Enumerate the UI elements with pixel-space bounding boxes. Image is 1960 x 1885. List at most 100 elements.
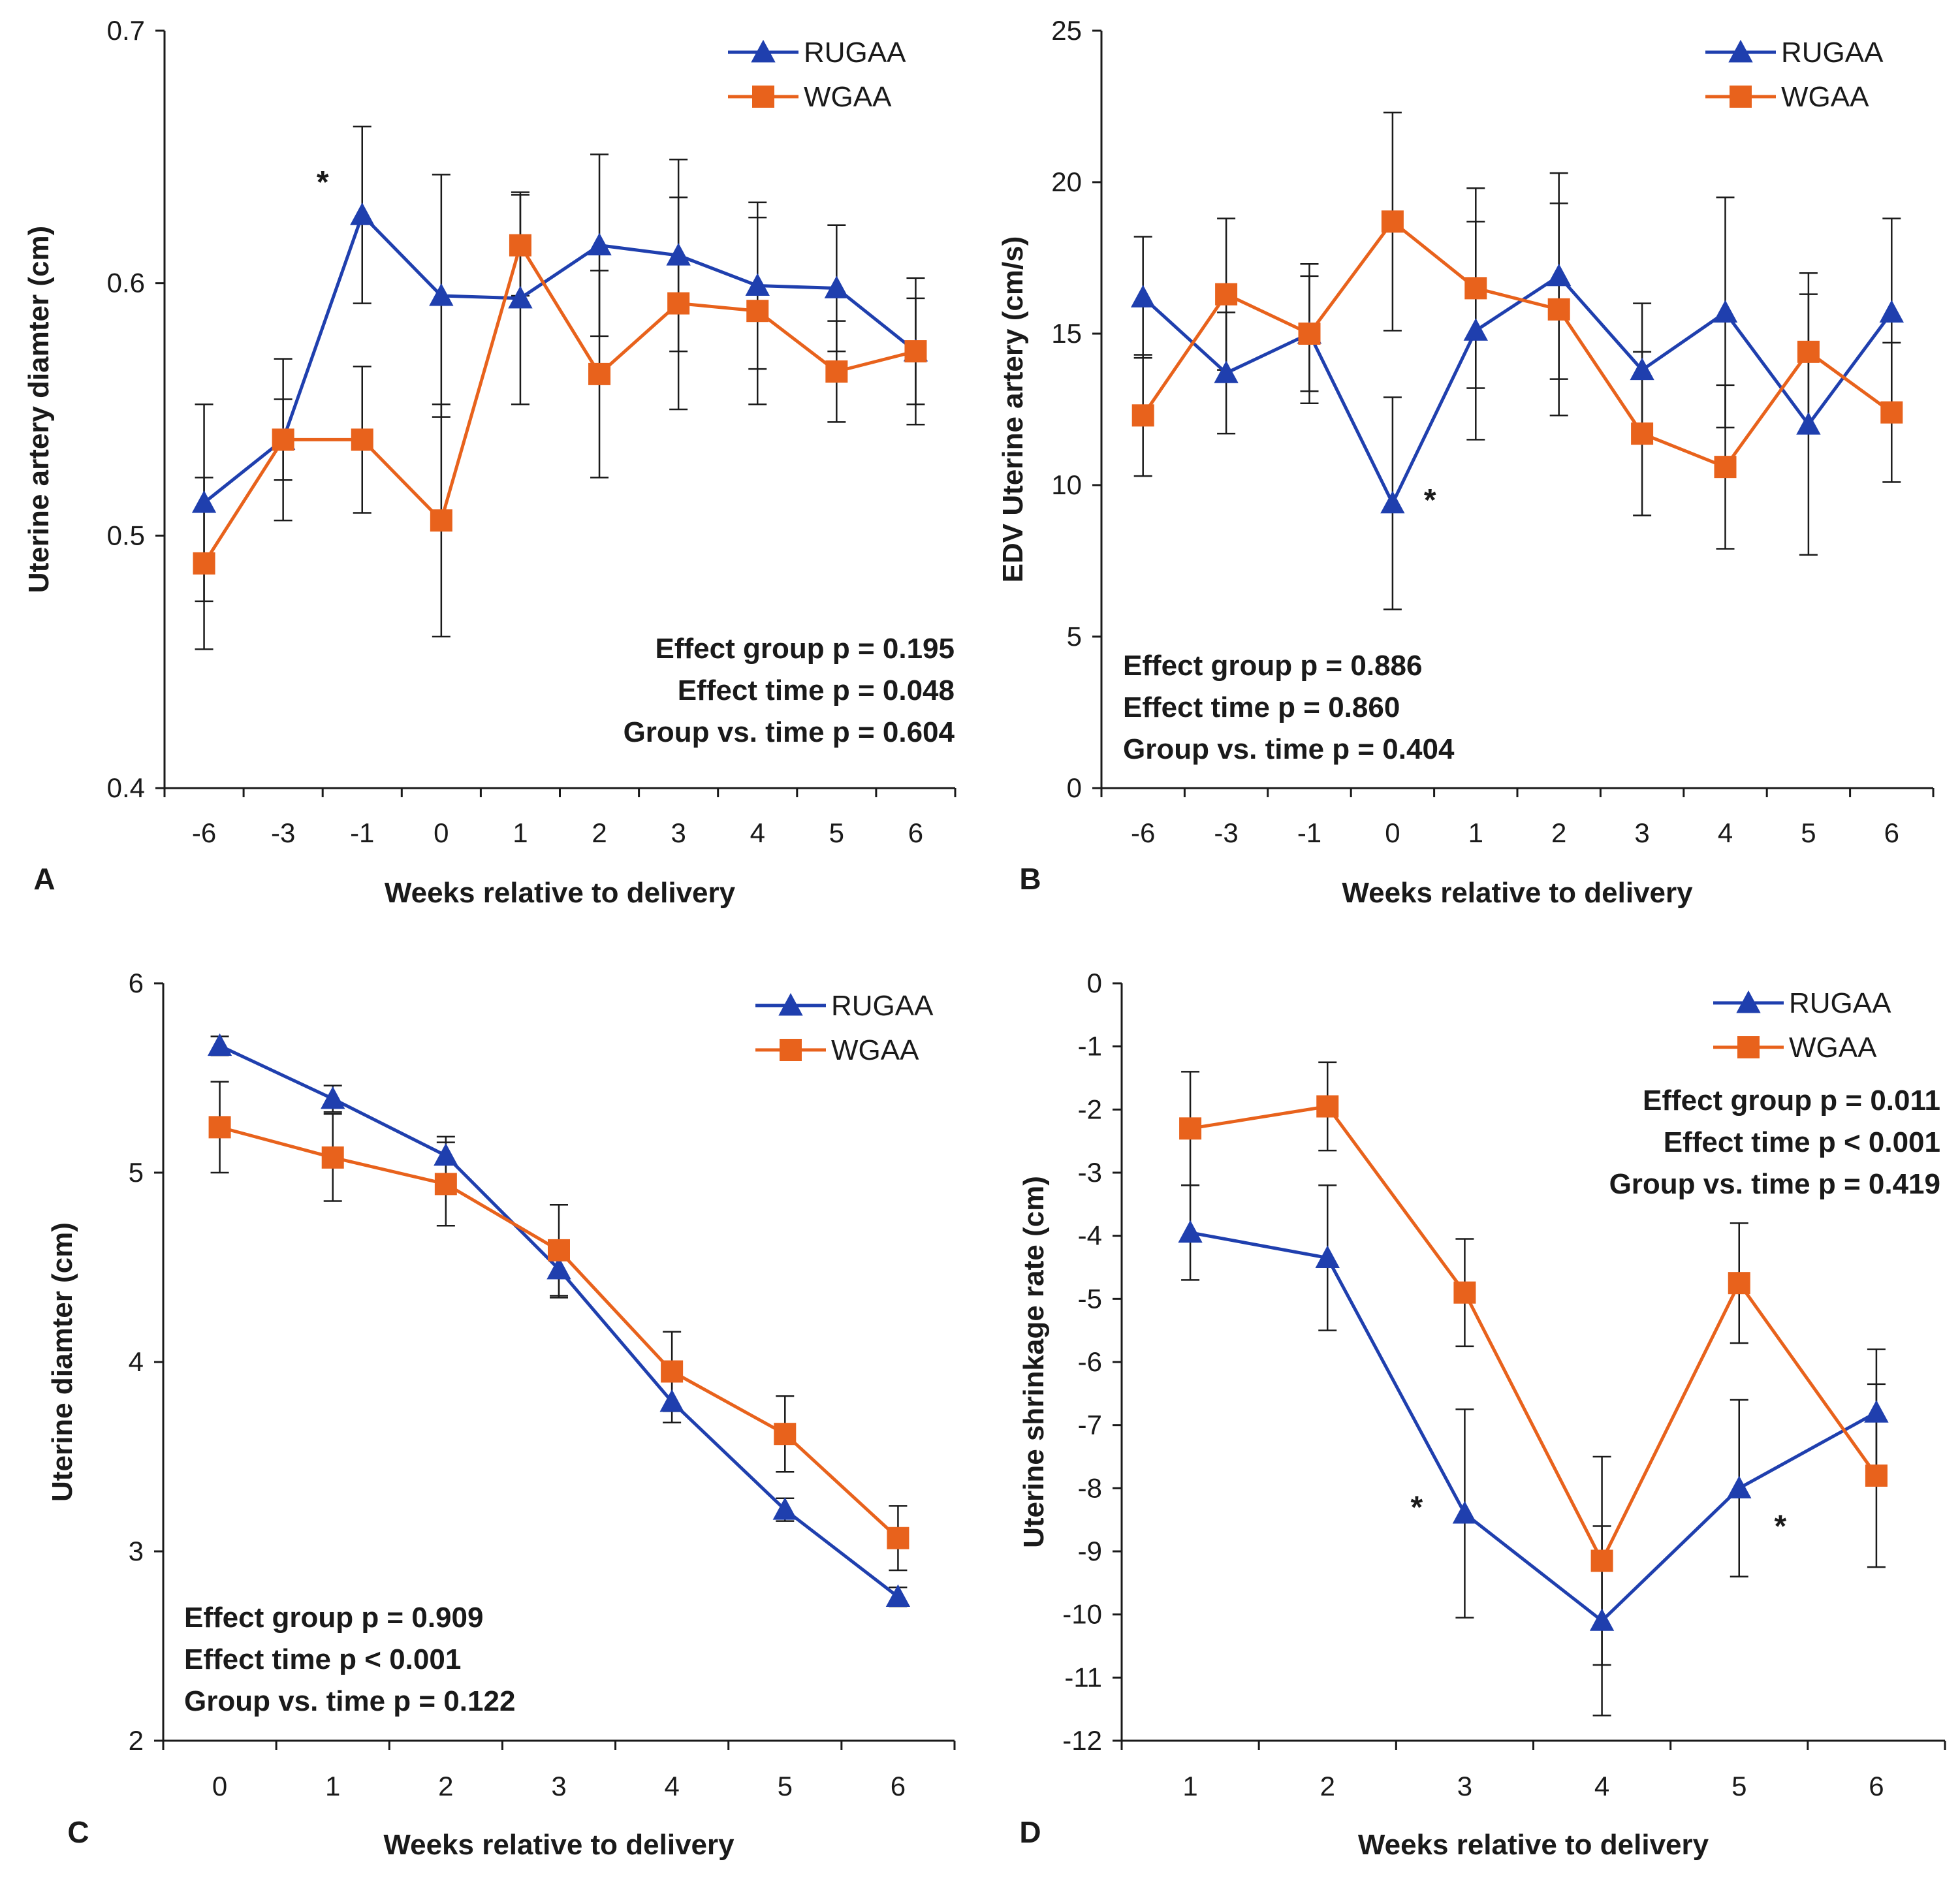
data-point-wgaa — [351, 428, 373, 451]
legend-marker — [1728, 39, 1753, 63]
data-point-wgaa — [1797, 340, 1820, 363]
series-line-wgaa — [202, 244, 917, 565]
data-point-wgaa — [588, 362, 611, 385]
x-tick-label: -6 — [192, 817, 216, 848]
data-point-rugaa — [508, 285, 533, 309]
series-line-wgaa — [219, 1125, 900, 1540]
x-tick-label: 6 — [1869, 1771, 1884, 1801]
legend-item-rugaa: RUGAA — [755, 990, 934, 1022]
data-point-wgaa — [1131, 404, 1154, 427]
data-point-rugaa — [587, 232, 612, 256]
x-tick-label: 1 — [1182, 1771, 1197, 1801]
chart-panel-c: 2 3 4 5 6 0 1 2 3 4 5 6 Weeks relative to delivery Ut… — [46, 968, 956, 1861]
y-tick-label: 15 — [1051, 318, 1082, 349]
y-tick-label: -1 — [1078, 1031, 1102, 1062]
panel-letter: B — [1019, 862, 1041, 896]
data-point-rugaa — [1452, 1500, 1478, 1524]
y-tick-label: 0 — [1087, 968, 1102, 998]
data-point-wgaa — [1865, 1465, 1888, 1487]
stat-line: Group vs. time p = 0.404 — [1123, 733, 1455, 765]
series-line-rugaa — [1190, 1231, 1878, 1623]
data-point-rugaa — [1315, 1245, 1340, 1268]
data-point-wgaa — [1453, 1281, 1476, 1304]
data-point-rugaa — [1864, 1400, 1889, 1423]
x-tick-label: -3 — [1214, 817, 1238, 848]
x-tick-label: 4 — [1718, 817, 1733, 848]
x-tick-label: 6 — [908, 817, 923, 848]
y-tick-label: -6 — [1078, 1346, 1102, 1377]
y-axis-title: Uterine shrinkage rate (cm) — [1018, 1176, 1050, 1548]
y-tick-label: 10 — [1051, 469, 1082, 500]
x-tick-label: 5 — [829, 817, 844, 848]
legend-label: WGAA — [804, 81, 892, 113]
series-line-wgaa — [1141, 219, 1893, 469]
stat-line: Effect group p = 0.195 — [656, 633, 955, 665]
data-point-rugaa — [546, 1256, 571, 1280]
legend-marker — [751, 39, 776, 63]
legend-item-rugaa: RUGAA — [1705, 37, 1884, 69]
legend-marker — [1736, 990, 1761, 1013]
x-tick-label: 5 — [778, 1771, 793, 1801]
panel-letter: C — [67, 1815, 89, 1849]
x-tick-label: 2 — [1320, 1771, 1335, 1801]
data-point-wgaa — [667, 292, 690, 315]
legend-marker — [778, 992, 803, 1016]
x-tick-label: 2 — [592, 817, 607, 848]
data-point-rugaa — [1131, 285, 1156, 308]
data-point-rugaa — [321, 1086, 345, 1109]
x-tick-label: 6 — [891, 1771, 906, 1801]
y-tick-label: -10 — [1062, 1599, 1102, 1630]
significance-asterisk: * — [1411, 1490, 1423, 1525]
data-point-rugaa — [1463, 318, 1488, 341]
data-point-wgaa — [272, 428, 294, 451]
data-point-rugaa — [1796, 412, 1821, 435]
y-tick-label: 0 — [1067, 772, 1082, 803]
legend-item-wgaa: WGAA — [755, 1034, 919, 1066]
x-axis-title: Weeks relative to delivery — [385, 877, 736, 909]
x-axis-title: Weeks relative to delivery — [1342, 877, 1693, 909]
data-point-wgaa — [509, 234, 531, 257]
data-point-wgaa — [193, 552, 215, 575]
legend-item-wgaa: WGAA — [1713, 1032, 1877, 1064]
y-tick-label: -4 — [1078, 1220, 1102, 1251]
y-tick-label: -8 — [1078, 1472, 1102, 1503]
x-tick-label: 0 — [212, 1771, 227, 1801]
data-point-rugaa — [1547, 263, 1572, 287]
data-point-rugaa — [1214, 360, 1239, 383]
panel-letter: A — [33, 862, 55, 896]
series-line-rugaa — [202, 213, 917, 505]
y-tick-label: 3 — [129, 1536, 144, 1566]
data-point-wgaa — [1880, 401, 1903, 424]
data-point-wgaa — [1547, 298, 1570, 321]
x-tick-label: -1 — [1297, 817, 1321, 848]
data-point-rugaa — [207, 1033, 232, 1056]
series-line-rugaa — [1142, 274, 1893, 505]
x-axis-title: Weeks relative to delivery — [383, 1829, 735, 1861]
y-tick-label: 5 — [1067, 621, 1082, 652]
data-point-wgaa — [825, 360, 848, 383]
chart-panel-a: 0.4 0.5 0.6 0.7 -6 -3 -1 0 1 2 3 4 5 6 Weeks relative … — [23, 15, 956, 909]
data-point-rugaa — [772, 1497, 797, 1520]
y-tick-label: 0.6 — [107, 268, 145, 298]
x-tick-label: -6 — [1131, 817, 1155, 848]
chart-panel-d: -12-11-10-9-8-7-6-5-4-3-2-101 2 3 4 5 6Weeks … — [1018, 968, 1946, 1861]
stat-line: Effect group p = 0.886 — [1123, 650, 1422, 682]
legend-label: WGAA — [1781, 81, 1869, 113]
data-point-rugaa — [434, 1143, 458, 1166]
legend-item-rugaa: RUGAA — [1713, 987, 1891, 1019]
stat-line: Effect group p = 0.909 — [184, 1602, 483, 1634]
data-point-wgaa — [1728, 1272, 1750, 1295]
legend-label: RUGAA — [831, 990, 934, 1022]
y-axis-title: EDV Uterine artery (cm/s) — [997, 236, 1029, 583]
y-tick-label: 6 — [129, 968, 144, 998]
data-point-rugaa — [350, 202, 375, 225]
legend-label: WGAA — [1789, 1032, 1877, 1064]
y-tick-label: 2 — [129, 1725, 144, 1756]
x-tick-label: 0 — [434, 817, 449, 848]
legend-item-wgaa: WGAA — [728, 81, 892, 113]
data-point-wgaa — [1631, 422, 1654, 445]
series-line-rugaa — [219, 1044, 899, 1598]
y-tick-label: 0.5 — [107, 520, 145, 550]
y-tick-label: -5 — [1078, 1283, 1102, 1314]
